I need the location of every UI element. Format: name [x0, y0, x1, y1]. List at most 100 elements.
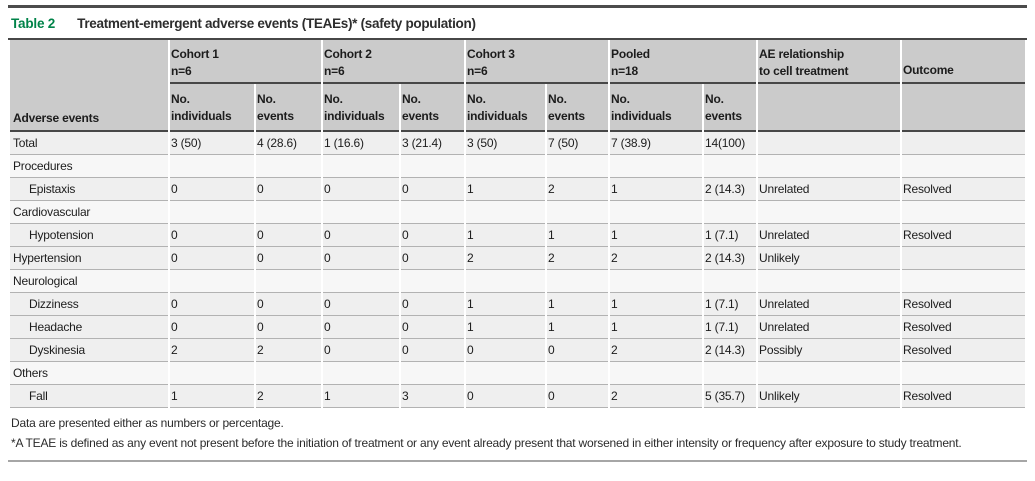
header-line: Outcome [903, 63, 954, 77]
table-row: Fall 1 2 1 3 0 0 2 5 (35.7) Unlikely Resolved [10, 385, 1026, 408]
cell-value [547, 270, 609, 293]
cell-value: 2 (14.3) [704, 178, 757, 201]
column-group-cohort-2: Cohort 2 n=6 [323, 40, 465, 84]
footnote: Data are presented either as numbers or … [11, 416, 284, 430]
table-label: Table 2 [11, 16, 56, 31]
cell-value: 0 [466, 385, 546, 408]
cell-value [170, 155, 254, 178]
cell-value: Possibly [758, 339, 901, 362]
cell-value: 0 [323, 293, 400, 316]
subheader-line: individuals [467, 109, 528, 123]
cell-value [256, 362, 322, 385]
cell-value: 3 (21.4) [401, 132, 465, 155]
cell-value: 1 (7.1) [704, 316, 757, 339]
row-label: Cardiovascular [10, 201, 168, 224]
cell-value: 0 [256, 293, 322, 316]
cell-value: Unrelated [758, 316, 901, 339]
cell-value: 0 [170, 224, 254, 247]
subheader-line: No. [467, 92, 486, 106]
cell-value: 5 (35.7) [704, 385, 757, 408]
cell-value: 2 [256, 385, 322, 408]
subheader-line: events [705, 109, 742, 123]
subheader-line: individuals [171, 109, 232, 123]
subheader-line: No. [324, 92, 343, 106]
cell-value: 0 [256, 224, 322, 247]
header-row-sub: No. individuals No. events No. individua… [10, 84, 1026, 132]
cell-value: 1 [610, 224, 703, 247]
cell-value: 2 [547, 178, 609, 201]
cell-value: 1 [466, 178, 546, 201]
subheader-no-individuals: No. individuals [323, 84, 400, 132]
table-title: Treatment-emergent adverse events (TEAEs… [77, 16, 476, 31]
cell-value: 2 (14.3) [704, 339, 757, 362]
row-label: Headache [10, 316, 168, 339]
cell-value: 0 [323, 316, 400, 339]
column-group-pooled: Pooled n=18 [610, 40, 757, 84]
table-row: Epistaxis 0 0 0 0 1 2 1 2 (14.3) Unrelated Resolve… [10, 178, 1026, 201]
cell-value [401, 362, 465, 385]
subheader-no-events: No. events [256, 84, 322, 132]
subheader-line: events [257, 109, 294, 123]
cell-value: 0 [466, 339, 546, 362]
column-header-outcome: Outcome [902, 40, 1026, 84]
cell-value: 1 [466, 224, 546, 247]
cell-value: 2 (14.3) [704, 247, 757, 270]
cell-value: 14(100) [704, 132, 757, 155]
cell-value: Resolved [902, 224, 1026, 247]
row-label: Hypertension [10, 247, 168, 270]
row-label: Others [10, 362, 168, 385]
row-label: Total [10, 132, 168, 155]
cell-value: Unlikely [758, 385, 901, 408]
cell-value [902, 270, 1026, 293]
cell-value: 2 [610, 247, 703, 270]
table-caption: Table 2 Treatment-emergent adverse event… [8, 8, 1027, 40]
subheader-no-individuals: No. individuals [170, 84, 254, 132]
cell-value [547, 155, 609, 178]
subheader-line: No. [611, 92, 630, 106]
cell-value [704, 155, 757, 178]
cell-value [256, 155, 322, 178]
subheader-line: No. [257, 92, 276, 106]
cell-value [547, 362, 609, 385]
group-label: Cohort 3 [467, 47, 515, 61]
subheader-line: individuals [611, 109, 672, 123]
subheader-no-events: No. events [547, 84, 609, 132]
cell-value [401, 201, 465, 224]
cell-value: 3 (50) [466, 132, 546, 155]
category-row: Neurological [10, 270, 1026, 293]
subheader-no-individuals: No. individuals [466, 84, 546, 132]
cell-value [170, 362, 254, 385]
cell-value [610, 362, 703, 385]
row-label: Neurological [10, 270, 168, 293]
cell-value: 2 [466, 247, 546, 270]
cell-value: 0 [401, 247, 465, 270]
cell-value: 1 (7.1) [704, 224, 757, 247]
table-footnotes: Data are presented either as numbers or … [8, 408, 1027, 462]
category-row: Cardiovascular [10, 201, 1026, 224]
cell-value [610, 201, 703, 224]
cell-value: 3 (50) [170, 132, 254, 155]
subheader-line: No. [548, 92, 567, 106]
cell-value: Resolved [902, 339, 1026, 362]
row-label: Hypotension [10, 224, 168, 247]
cell-value: 1 (16.6) [323, 132, 400, 155]
cell-value [547, 201, 609, 224]
group-n: n=6 [171, 64, 192, 78]
cell-value [323, 270, 400, 293]
cell-value: 0 [170, 316, 254, 339]
table-body: Total 3 (50) 4 (28.6) 1 (16.6) 3 (21.4) 3 (50… [10, 132, 1026, 408]
cell-value [758, 155, 901, 178]
row-label: Fall [10, 385, 168, 408]
cell-value: Unrelated [758, 293, 901, 316]
subheader-empty [758, 84, 901, 132]
cell-value [466, 270, 546, 293]
cell-value: 7 (38.9) [610, 132, 703, 155]
cell-value [758, 362, 901, 385]
row-label: Dyskinesia [10, 339, 168, 362]
cell-value [256, 201, 322, 224]
cell-value: Resolved [902, 178, 1026, 201]
data-table: Adverse events Cohort 1 n=6 Cohort 2 n=6… [8, 40, 1027, 408]
cell-value [466, 201, 546, 224]
table-header: Adverse events Cohort 1 n=6 Cohort 2 n=6… [10, 40, 1026, 132]
cell-value: 0 [401, 224, 465, 247]
